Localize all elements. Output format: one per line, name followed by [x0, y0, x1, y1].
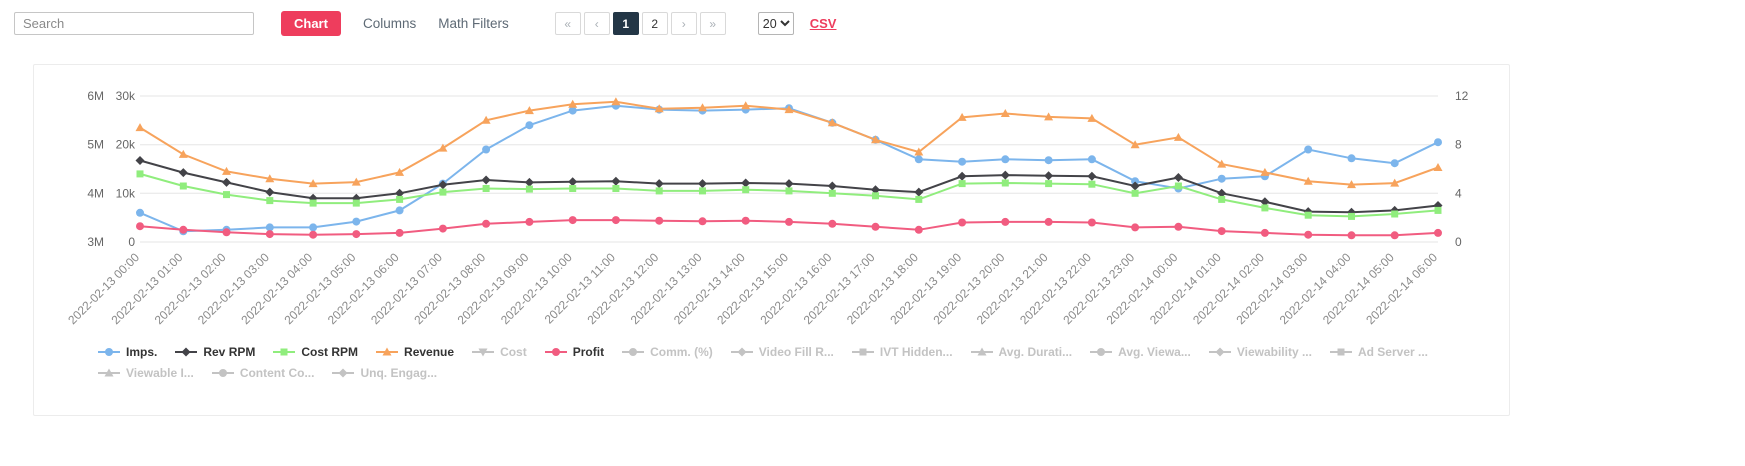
y-axis-left-outer-label: 5M — [87, 138, 104, 152]
legend-item-rev-rpm[interactable]: Rev RPM — [175, 345, 255, 359]
columns-button[interactable]: Columns — [362, 16, 417, 31]
legend-item-label: Imps. — [126, 345, 158, 359]
legend-item-unq-engag[interactable]: Unq. Engag... — [332, 366, 437, 380]
legend-item-label: IVT Hidden... — [879, 345, 953, 359]
legend-item-label: Cost — [500, 345, 527, 359]
legend-marker-icon — [970, 347, 993, 356]
legend-marker-icon — [273, 348, 296, 356]
last-page-button[interactable]: » — [699, 12, 726, 35]
next-page-button[interactable]: › — [670, 12, 697, 35]
legend-item-imps[interactable]: Imps. — [98, 345, 157, 359]
legend-item-content-co[interactable]: Content Co... — [211, 366, 315, 380]
prev-page-button[interactable]: ‹ — [583, 12, 610, 35]
legend-item-profit[interactable]: Profit — [544, 345, 605, 359]
legend-item-label: Comm. (%) — [650, 345, 713, 359]
y-axis-left-outer-label: 3M — [87, 235, 104, 249]
legend-marker-icon — [211, 369, 234, 377]
csv-export-link[interactable]: CSV — [809, 16, 837, 31]
y-axis-left-inner-label: 10k — [116, 186, 136, 200]
y-axis-right-label: 12 — [1455, 89, 1469, 103]
legend-item-label: Ad Server ... — [1357, 345, 1428, 359]
legend-item-ivt-hidden[interactable]: IVT Hidden... — [851, 345, 953, 359]
legend-item-label: Viewable I... — [126, 366, 194, 380]
legend-item-label: Video Fill R... — [758, 345, 834, 359]
legend-item-label: Viewability ... — [1236, 345, 1312, 359]
y-axis-left-outer-label: 4M — [87, 186, 104, 200]
legend-item-viewability[interactable]: Viewability ... — [1208, 345, 1312, 359]
y-axis-right-label: 4 — [1455, 186, 1462, 200]
legend-marker-icon — [1329, 348, 1352, 356]
first-page-button[interactable]: « — [554, 12, 581, 35]
legend-marker-icon — [1090, 348, 1113, 356]
legend-row: Imps. Rev RPM Cost RPM Revenue Cost Profit Com… — [98, 345, 1509, 359]
legend-item-cost[interactable]: Cost — [472, 345, 527, 359]
y-axis-left-inner-label: 20k — [116, 138, 136, 152]
legend-marker-icon — [730, 347, 753, 357]
legend-marker-icon — [472, 348, 495, 357]
legend-marker-icon — [544, 348, 567, 356]
toolbar: Chart Columns Math Filters « ‹ 1 2 › » 2… — [0, 0, 1745, 36]
y-axis-right-label: 0 — [1455, 235, 1462, 249]
legend-item-label: Avg. Viewa... — [1118, 345, 1191, 359]
search-input[interactable] — [14, 12, 254, 35]
chart-area: 6M 30k 12 5M 20k 8 4M 10k 4 3M 0 0 2022-02-13 00:00 2… — [34, 65, 1509, 337]
y-axis-left-inner-label: 0 — [128, 235, 135, 249]
legend-item-label: Revenue — [404, 345, 455, 359]
page-2-button[interactable]: 2 — [641, 12, 668, 35]
page-size-select[interactable]: 20 — [757, 12, 794, 35]
legend-item-ad-server[interactable]: Ad Server ... — [1329, 345, 1428, 359]
legend-item-label: Cost RPM — [301, 345, 359, 359]
legend-item-label: Content Co... — [239, 366, 315, 380]
legend-marker-icon — [175, 347, 198, 357]
y-axis-left-outer-label: 6M — [87, 89, 104, 103]
legend-marker-icon — [851, 348, 874, 356]
legend-marker-icon — [332, 368, 355, 378]
legend-item-viewable-i[interactable]: Viewable I... — [98, 366, 194, 380]
math-filters-button[interactable]: Math Filters — [438, 16, 509, 31]
chart-view-button[interactable]: Chart — [281, 11, 341, 36]
x-axis-label: 2022-02-13 00:00 — [65, 250, 142, 327]
y-axis-left-inner-label: 30k — [116, 89, 136, 103]
series-line-revenue — [139, 100, 1439, 186]
legend-item-label: Rev RPM — [203, 345, 256, 359]
page-1-button[interactable]: 1 — [612, 12, 639, 35]
legend-item-cost-rpm[interactable]: Cost RPM — [273, 345, 358, 359]
legend-marker-icon — [376, 347, 399, 356]
legend-marker-icon — [98, 368, 120, 377]
y-axis-right-label: 8 — [1455, 138, 1462, 152]
legend-marker-icon — [98, 348, 120, 356]
chart-card: 6M 30k 12 5M 20k 8 4M 10k 4 3M 0 0 2022-02-13 00:00 2… — [33, 64, 1510, 416]
legend-item-label: Unq. Engag... — [360, 366, 438, 380]
legend-item-label: Profit — [572, 345, 605, 359]
legend-item-revenue[interactable]: Revenue — [376, 345, 454, 359]
chart-legend: Imps. Rev RPM Cost RPM Revenue Cost Profit Com… — [34, 337, 1509, 380]
legend-item-label: Avg. Durati... — [998, 345, 1073, 359]
legend-item-comm[interactable]: Comm. (%) — [622, 345, 713, 359]
legend-marker-icon — [622, 348, 645, 356]
legend-marker-icon — [1208, 347, 1231, 357]
legend-item-avg-viewa[interactable]: Avg. Viewa... — [1090, 345, 1191, 359]
legend-row: Viewable I... Content Co... Unq. Engag... — [98, 366, 1509, 380]
legend-item-video-fill-r[interactable]: Video Fill R... — [730, 345, 834, 359]
legend-item-avg-durati[interactable]: Avg. Durati... — [970, 345, 1073, 359]
pagination: « ‹ 1 2 › » — [554, 12, 726, 35]
